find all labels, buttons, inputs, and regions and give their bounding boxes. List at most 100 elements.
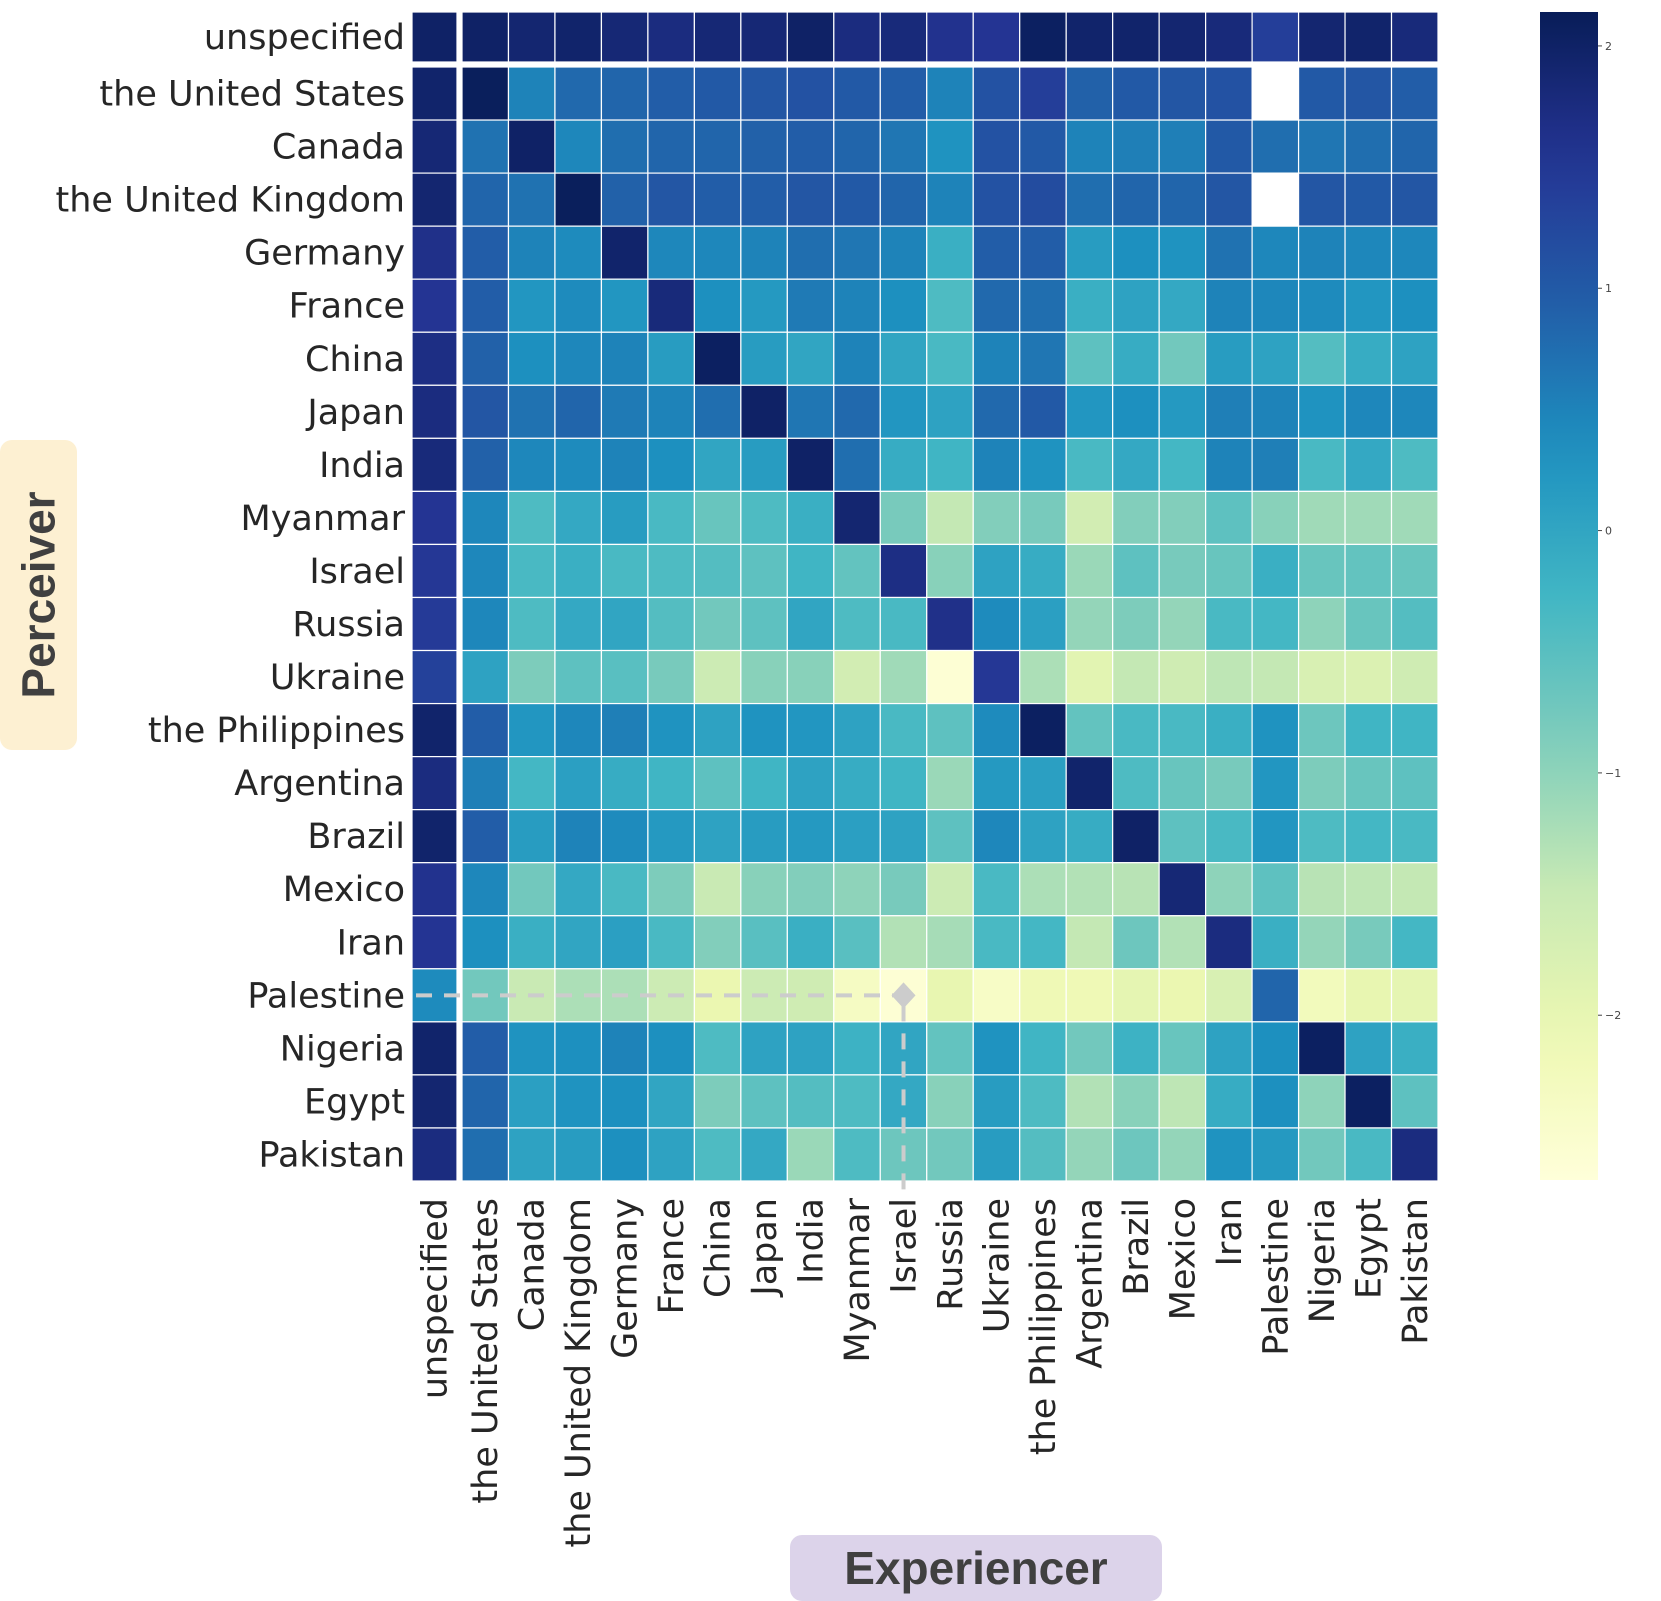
heatmap-cell [786,1074,835,1129]
heatmap-cell [647,437,695,492]
heatmap-cell [554,384,603,439]
heatmap-cell [1158,809,1207,864]
heatmap-cell [740,490,788,546]
heatmap-cell [1205,915,1253,970]
heatmap-cells [411,11,1439,1182]
heatmap-cell [972,1127,1021,1182]
heatmap-cell [1344,915,1393,970]
heatmap-cell [693,11,742,63]
heatmap-cell [1297,702,1346,758]
y-tick-label: France [289,287,405,327]
x-tick-label: Palestine [1256,1198,1296,1356]
heatmap-cell [461,1021,510,1076]
y-axis-title: Perceiver [12,491,65,699]
heatmap-cell [786,809,835,864]
heatmap-cell [1297,66,1346,121]
heatmap-cell [1019,702,1067,758]
heatmap-cell [411,119,458,174]
heatmap-cell [1390,119,1439,174]
heatmap-cell [1019,596,1067,652]
heatmap-cell [879,11,928,63]
heatmap-cell [507,278,556,333]
heatmap-cell [1344,756,1393,811]
heatmap-cell [693,384,742,439]
heatmap-cell [1390,756,1439,811]
heatmap-cell [1297,649,1346,705]
heatmap-cell [972,596,1021,652]
heatmap-cell [461,1127,510,1182]
heatmap-cell [554,490,603,546]
heatmap-cell [507,172,556,227]
heatmap-cell [1297,968,1346,1023]
heatmap-cell [1205,1021,1253,1076]
heatmap-cell [1251,278,1300,333]
heatmap-cell [507,756,556,811]
heatmap-cell [740,1127,788,1182]
heatmap-cell [833,225,881,280]
heatmap-cell [1065,172,1114,227]
heatmap-cell [647,596,695,652]
heatmap-cell [1251,11,1300,63]
heatmap-cell [1112,543,1160,599]
heatmap-cell [1019,331,1067,386]
heatmap-cell [1158,649,1207,705]
heatmap-cell [461,119,510,174]
heatmap-cell [1390,278,1439,333]
heatmap-cell [554,278,603,333]
heatmap-cell [1390,543,1439,599]
heatmap-cell [507,915,556,970]
heatmap-cell [1065,225,1114,280]
heatmap-cell [972,649,1021,705]
x-tick-label: Ukraine [977,1198,1017,1333]
heatmap-cell [833,649,881,705]
heatmap-cell [786,331,835,386]
y-tick-label: Russia [292,605,405,645]
heatmap-cell [972,172,1021,227]
heatmap-cell [1158,1127,1207,1182]
heatmap-cell [693,172,742,227]
heatmap-cell [507,1021,556,1076]
heatmap-cell [507,384,556,439]
heatmap-cell [1251,862,1300,917]
heatmap-cell [1390,490,1439,546]
heatmap-cell [1112,225,1160,280]
heatmap-cell [507,225,556,280]
heatmap-cell [926,596,974,652]
heatmap-cell [507,862,556,917]
heatmap-cell [411,384,458,439]
heatmap-cell [411,278,458,333]
heatmap-cell [926,649,974,705]
heatmap-cell [1158,1074,1207,1129]
heatmap-cell [1158,278,1207,333]
heatmap-cell [693,437,742,492]
heatmap-cell [786,437,835,492]
heatmap-cell [693,490,742,546]
heatmap-cell [647,11,695,63]
heatmap-cell [972,543,1021,599]
y-tick-label: India [319,446,405,486]
heatmap-cell [972,862,1021,917]
heatmap-cell [647,172,695,227]
heatmap-cell [833,1021,881,1076]
heatmap-cell [786,915,835,970]
heatmap-cell [647,915,695,970]
heatmap-cell [1019,968,1067,1023]
y-tick-label: China [305,340,405,380]
heatmap-cell [740,11,788,63]
heatmap-cell [1390,11,1439,63]
heatmap-cell [554,172,603,227]
heatmap-cell [554,543,603,599]
x-tick-label: France [652,1198,692,1314]
heatmap-cell [740,702,788,758]
heatmap-cell [833,66,881,121]
heatmap-cell [833,278,881,333]
heatmap-cell [1297,331,1346,386]
x-tick-label: Myanmar [838,1197,878,1362]
heatmap-cell [411,66,458,121]
heatmap-cell [926,278,974,333]
heatmap-cell [1297,1021,1346,1076]
heatmap-cell [879,172,928,227]
heatmap-cell [1019,809,1067,864]
heatmap-cell [1065,968,1114,1023]
heatmap-cell [1065,490,1114,546]
